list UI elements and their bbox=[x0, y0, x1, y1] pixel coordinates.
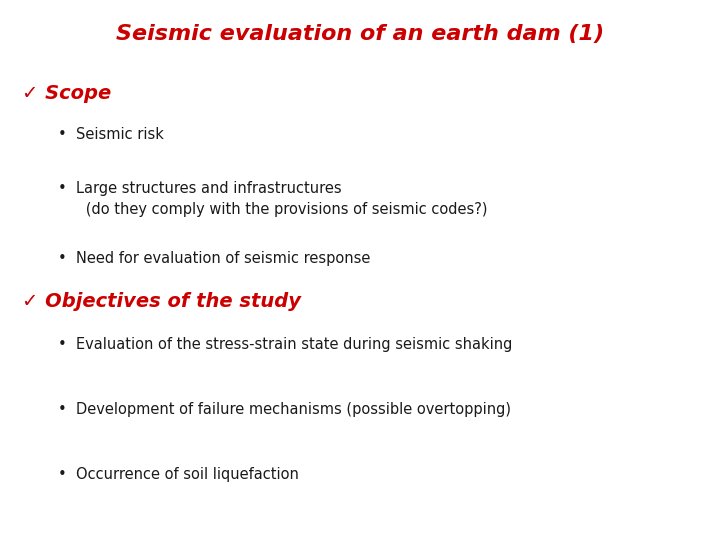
Text: •  Large structures and infrastructures
      (do they comply with the provision: • Large structures and infrastructures (… bbox=[58, 181, 487, 217]
Text: •  Occurrence of soil liquefaction: • Occurrence of soil liquefaction bbox=[58, 467, 299, 482]
Text: •  Need for evaluation of seismic response: • Need for evaluation of seismic respons… bbox=[58, 251, 370, 266]
Text: •  Evaluation of the stress-strain state during seismic shaking: • Evaluation of the stress-strain state … bbox=[58, 338, 512, 353]
Text: ✓ Objectives of the study: ✓ Objectives of the study bbox=[22, 292, 301, 310]
Text: Seismic evaluation of an earth dam (1): Seismic evaluation of an earth dam (1) bbox=[116, 24, 604, 44]
Text: •  Development of failure mechanisms (possible overtopping): • Development of failure mechanisms (pos… bbox=[58, 402, 510, 417]
Text: •  Seismic risk: • Seismic risk bbox=[58, 127, 163, 142]
Text: ✓ Scope: ✓ Scope bbox=[22, 84, 111, 103]
